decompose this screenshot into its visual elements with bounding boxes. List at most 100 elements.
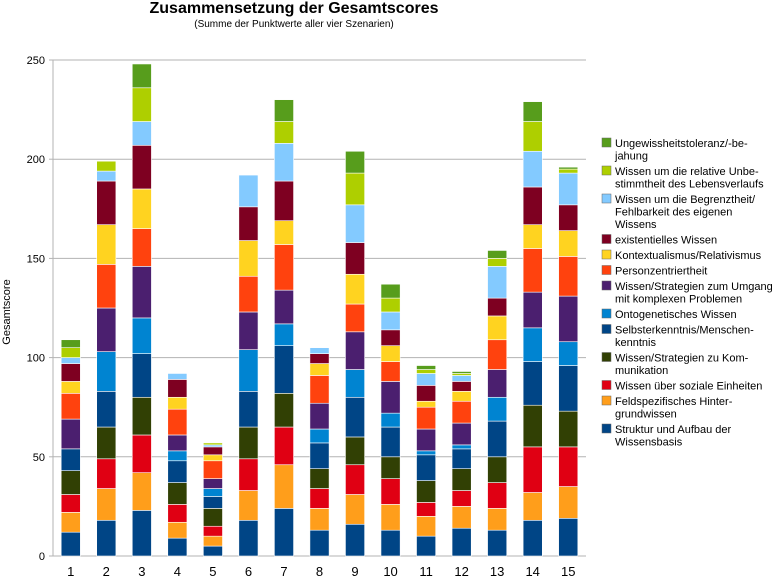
bar-segment xyxy=(274,464,294,509)
bar-segment xyxy=(558,517,579,557)
bar-segment xyxy=(96,160,117,172)
legend-label-line: Ungewissheitstoleranz/-be- xyxy=(615,138,748,150)
bar-segment xyxy=(274,323,294,346)
bar-segment xyxy=(558,446,579,487)
legend-swatch xyxy=(601,395,612,406)
bar-segment xyxy=(238,275,259,313)
x-tick-label: 1 xyxy=(67,564,74,577)
x-tick-label: 4 xyxy=(174,564,181,577)
bar-segment xyxy=(487,420,508,458)
bar-segment xyxy=(487,250,508,259)
bar-segment xyxy=(309,488,330,509)
y-axis-label: Gesamtscore xyxy=(1,279,13,344)
bar-segment xyxy=(238,206,259,241)
bar-segment xyxy=(558,168,579,174)
bar-segment xyxy=(345,396,365,438)
bar-segment xyxy=(274,99,294,122)
legend-label-line: Selbsterkenntnis/Menschen- xyxy=(615,325,754,337)
bar-segment xyxy=(167,408,188,436)
bar-segment xyxy=(167,379,188,398)
bar-segment xyxy=(60,418,81,450)
bar-segment xyxy=(309,363,330,376)
bar-segment xyxy=(60,494,81,513)
legend-label-line: Wissen um die relative Unbe- xyxy=(615,166,759,178)
bar-segment xyxy=(60,531,81,557)
bar-segment xyxy=(309,468,330,489)
bar-segment xyxy=(380,329,401,346)
legend-swatch xyxy=(601,137,612,148)
bar-segment xyxy=(345,303,365,333)
bar-segment xyxy=(451,371,472,374)
bar-segment xyxy=(238,458,259,491)
bar-segment xyxy=(558,172,579,206)
y-tick-labels: 0 50 100 150 200 250 xyxy=(27,55,45,563)
bar-segment xyxy=(203,442,223,446)
bar-segment xyxy=(131,353,152,398)
bar-segment xyxy=(380,529,401,557)
legend-label: Feldspezifisches Hinter-grundwissen xyxy=(615,396,733,421)
bar-segment xyxy=(131,228,152,267)
legend-label-line: Feldspezifisches Hinter- xyxy=(615,396,733,408)
bar-segment xyxy=(522,492,543,521)
bar-segment xyxy=(380,311,401,331)
legend-label: existentielles Wissen xyxy=(615,235,717,247)
bar-segment xyxy=(274,180,294,222)
bar-segment xyxy=(96,458,117,489)
x-tick-label: 15 xyxy=(561,564,575,577)
bar-segment xyxy=(60,393,81,420)
bar-segment xyxy=(487,456,508,483)
legend-label-line: munikation xyxy=(615,365,668,377)
y-tick-label: 100 xyxy=(27,353,45,365)
legend-label: Wissen um die Begrenztheit/Fehlbarkeit d… xyxy=(615,194,756,231)
bar-segment xyxy=(345,494,365,525)
bar-segment xyxy=(558,166,579,170)
x-tick-labels: 1 2 3 4 5 6 7 8 9 10 11 12 13 14 15 xyxy=(67,564,575,577)
bar-segment xyxy=(416,365,437,370)
bar-segment xyxy=(558,341,579,366)
legend-label: Wissen/Strategien zu Kom-munikation xyxy=(615,353,749,378)
x-tick-label: 9 xyxy=(351,564,358,577)
bar-segment xyxy=(345,369,365,398)
bar-segment xyxy=(345,436,365,466)
bar-segment xyxy=(487,315,508,341)
bar-segment xyxy=(96,426,117,460)
bar-segment xyxy=(309,529,330,557)
bar-segment xyxy=(558,230,579,257)
legend-label-line: Struktur und Aufbau der xyxy=(615,424,732,436)
bar-segment xyxy=(487,339,508,370)
bar-segment xyxy=(131,63,152,89)
x-tick-label: 11 xyxy=(419,564,433,577)
bars xyxy=(60,63,579,557)
bar-segment xyxy=(522,101,543,122)
legend-label-line: Personzentriertheit xyxy=(615,266,707,278)
bar-segment xyxy=(96,351,117,392)
legend-label: Wissen um die relative Unbe-stimmtheit d… xyxy=(615,166,764,191)
legend-label: Wissen/Strategien zum Umgang mit komplexe… xyxy=(615,281,773,306)
bar-segment xyxy=(203,545,223,557)
bar-segment xyxy=(96,391,117,428)
bar-segment xyxy=(274,289,294,325)
bar-segment xyxy=(451,468,472,491)
bar-segment xyxy=(380,478,401,505)
bar-segment xyxy=(558,486,579,519)
bar-segment xyxy=(96,224,117,265)
bar-segment xyxy=(522,224,543,249)
y-tick-label: 0 xyxy=(39,551,45,563)
bar-segment xyxy=(274,143,294,182)
bar-segment xyxy=(380,504,401,531)
bar-segment xyxy=(345,273,365,305)
bar-segment xyxy=(238,174,259,208)
bar-segment xyxy=(131,188,152,229)
bar-segment xyxy=(487,482,508,509)
legend-swatch xyxy=(601,280,612,291)
bar-segment xyxy=(522,248,543,293)
legend-label-line: kenntnis xyxy=(615,337,656,349)
bar-segment xyxy=(451,448,472,469)
legend-label: Ungewissheitstoleranz/-be-jahung xyxy=(614,138,748,163)
bar-segment xyxy=(167,504,188,523)
bar-segment xyxy=(416,535,437,557)
legend-label-line: Ontogenetisches Wissen xyxy=(615,309,737,321)
bar-segment xyxy=(416,450,437,456)
chart-title: Zusammensetzung der Gesamtscores xyxy=(150,0,439,17)
